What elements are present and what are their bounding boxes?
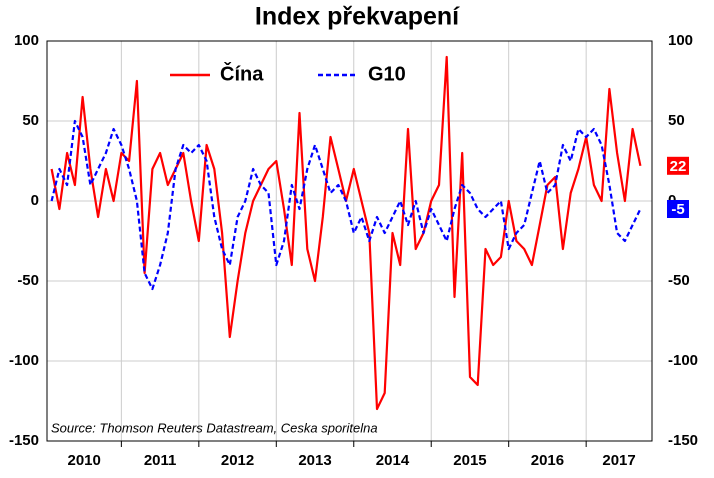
y2-tick-label: 100: [668, 32, 693, 49]
source-note: Source: Thomson Reuters Datastream, Cesk…: [51, 420, 378, 435]
y2-tick-label: -50: [668, 272, 690, 289]
y-tick-label: 100: [14, 32, 39, 49]
end-value-box: [667, 156, 689, 175]
x-tick-label: 2012: [221, 452, 254, 469]
end-value-label: -5: [671, 201, 684, 218]
x-tick-label: 2013: [298, 452, 331, 469]
plot-border: [46, 40, 653, 442]
legend-label: Čína: [220, 61, 264, 85]
y2-tick-label: -150: [668, 432, 698, 449]
y2-tick-label: 50: [668, 112, 685, 129]
y2-tick-label: -100: [668, 352, 698, 369]
y-tick-label: 0: [31, 192, 39, 209]
end-value-box: [667, 200, 689, 218]
legend-label: G10: [368, 63, 406, 85]
series-line: [50, 119, 642, 291]
end-value-label: 22: [670, 158, 687, 175]
x-tick-label: 2015: [453, 452, 486, 469]
y-tick-label: -100: [9, 352, 39, 369]
x-tick-label: 2017: [602, 452, 635, 469]
y-tick-label: 50: [22, 112, 39, 129]
x-tick-label: 2010: [67, 452, 100, 469]
x-tick-label: 2011: [144, 452, 177, 469]
chart-title: Index překvapení: [255, 3, 460, 31]
y-tick-label: -50: [17, 272, 39, 289]
x-tick-label: 2016: [531, 452, 564, 469]
y-tick-label: -150: [9, 432, 39, 449]
x-tick-label: 2014: [376, 452, 410, 469]
